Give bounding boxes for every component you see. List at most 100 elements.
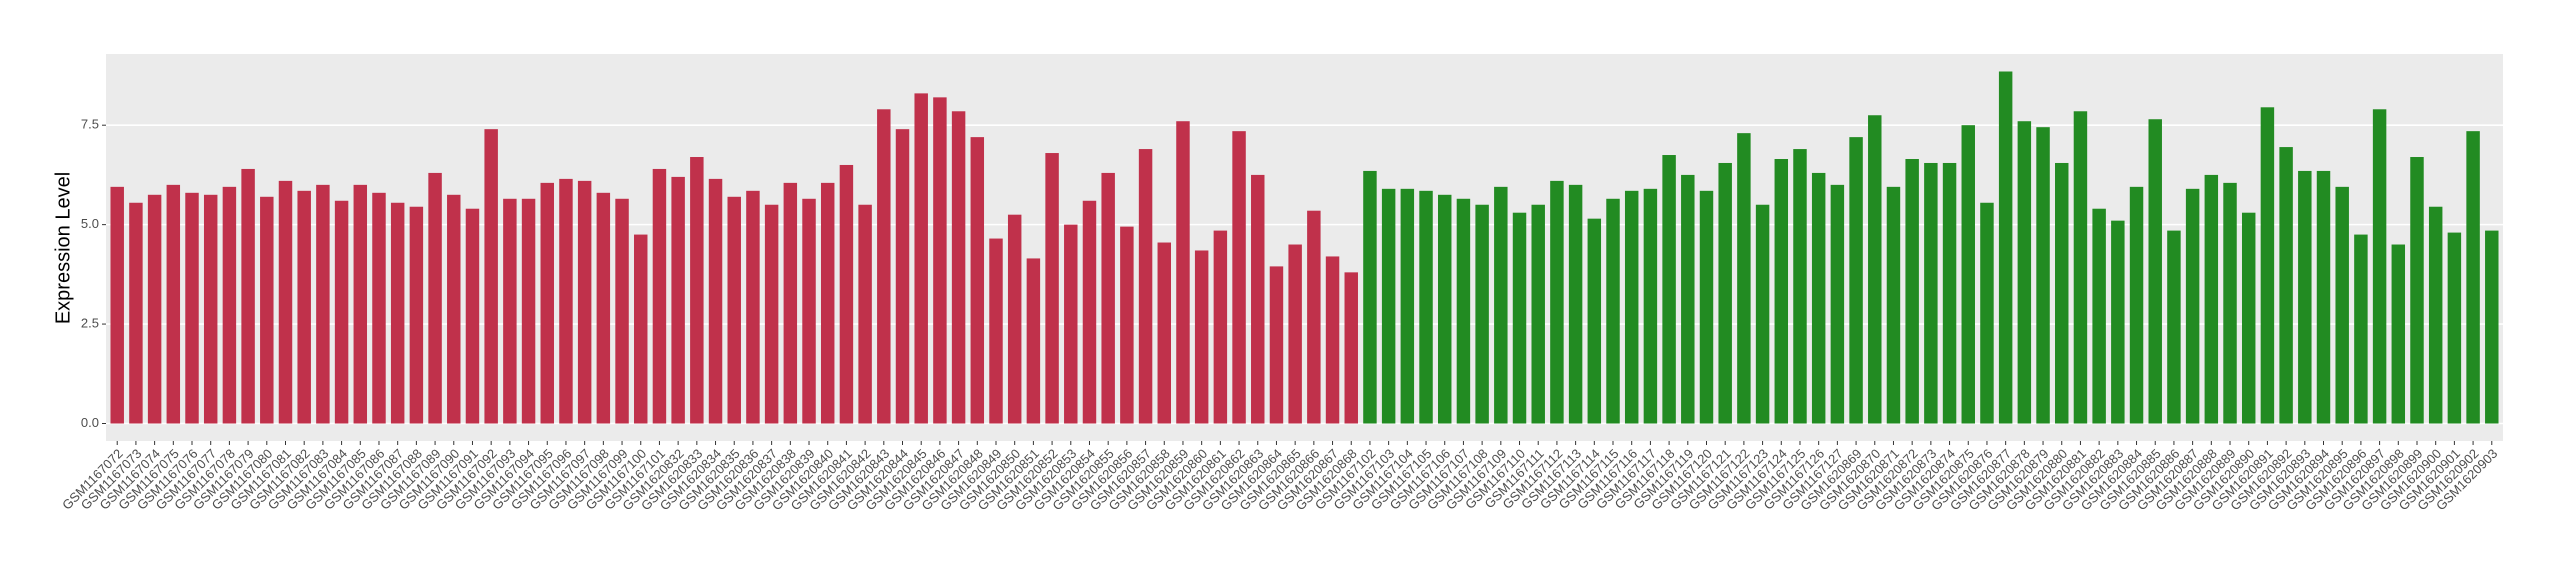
bar bbox=[2092, 208, 2106, 424]
bar bbox=[1007, 214, 1022, 424]
bar bbox=[559, 178, 573, 424]
bar bbox=[2372, 109, 2387, 424]
bar bbox=[334, 200, 349, 424]
bar bbox=[2354, 234, 2368, 424]
bar bbox=[2316, 170, 2331, 424]
bar bbox=[1269, 266, 1284, 424]
bar bbox=[1998, 71, 2013, 424]
bar bbox=[970, 137, 985, 424]
bar bbox=[1811, 172, 1826, 424]
bar bbox=[2148, 119, 2162, 424]
bar bbox=[1082, 200, 1097, 424]
bar bbox=[652, 168, 667, 424]
y-tick-label: 7.5 bbox=[81, 117, 99, 132]
bar bbox=[1026, 258, 1041, 424]
bar bbox=[2129, 186, 2144, 424]
bar bbox=[858, 204, 872, 424]
bar bbox=[1550, 180, 1564, 424]
bar bbox=[2017, 121, 2032, 424]
bar bbox=[1101, 172, 1115, 424]
bar bbox=[2279, 147, 2293, 424]
bar bbox=[596, 192, 611, 424]
bar bbox=[2335, 186, 2349, 424]
bar bbox=[1624, 190, 1639, 424]
bar bbox=[1905, 159, 1919, 424]
bar bbox=[1064, 224, 1078, 424]
bar bbox=[1344, 272, 1358, 424]
bar bbox=[1456, 198, 1471, 424]
bar bbox=[353, 184, 368, 424]
bar bbox=[2298, 170, 2312, 424]
bar bbox=[1849, 137, 1863, 424]
bar bbox=[1830, 184, 1845, 424]
bar bbox=[2055, 162, 2069, 424]
bar bbox=[615, 198, 629, 424]
bar bbox=[2111, 220, 2125, 424]
bar bbox=[783, 182, 798, 424]
bar bbox=[2204, 174, 2219, 424]
bar bbox=[2241, 212, 2256, 424]
bar bbox=[278, 180, 293, 424]
bar bbox=[222, 186, 237, 424]
bar bbox=[2485, 230, 2499, 424]
bar bbox=[1419, 190, 1433, 424]
bar bbox=[316, 184, 330, 424]
bar bbox=[166, 184, 181, 424]
bar bbox=[297, 190, 311, 424]
bar bbox=[1363, 170, 1377, 424]
bar bbox=[185, 192, 199, 424]
bar bbox=[1587, 218, 1602, 424]
bar bbox=[1924, 162, 1938, 424]
bar bbox=[1886, 186, 1901, 424]
bar bbox=[2447, 232, 2462, 424]
bar bbox=[989, 238, 1003, 424]
bar bbox=[1176, 121, 1190, 424]
bar bbox=[1120, 226, 1134, 424]
bar bbox=[1699, 190, 1714, 424]
bar bbox=[2073, 111, 2088, 424]
bar bbox=[1232, 131, 1246, 424]
bar bbox=[409, 206, 424, 424]
bar bbox=[2185, 188, 2200, 424]
bar bbox=[484, 129, 498, 424]
bar bbox=[1980, 202, 1994, 424]
bar bbox=[1251, 174, 1265, 424]
bar bbox=[1774, 159, 1789, 424]
bar bbox=[428, 172, 442, 424]
bar bbox=[1045, 153, 1059, 424]
bar bbox=[1381, 188, 1396, 424]
bar bbox=[1737, 133, 1751, 424]
y-axis-title: Expression Level bbox=[52, 172, 74, 324]
bar bbox=[1681, 174, 1695, 424]
bar bbox=[503, 198, 517, 424]
bar bbox=[1961, 125, 1975, 424]
bar bbox=[241, 168, 255, 424]
bar bbox=[895, 129, 910, 424]
bar bbox=[2391, 244, 2406, 424]
bar bbox=[1606, 198, 1620, 424]
bar bbox=[203, 194, 218, 424]
bar bbox=[1213, 230, 1228, 424]
bar bbox=[1288, 244, 1302, 424]
bar bbox=[1194, 250, 1209, 424]
bar bbox=[690, 157, 704, 424]
bar bbox=[577, 180, 592, 424]
bar bbox=[1157, 242, 1172, 424]
bar bbox=[1138, 149, 1153, 424]
bar bbox=[1868, 115, 1882, 424]
bar bbox=[2410, 157, 2424, 424]
bar bbox=[1437, 194, 1452, 424]
y-tick-label: 0.0 bbox=[81, 415, 99, 430]
bar bbox=[2167, 230, 2181, 424]
bar bbox=[147, 194, 162, 424]
bar bbox=[2036, 127, 2050, 424]
bar bbox=[260, 196, 274, 424]
bar bbox=[390, 202, 405, 424]
bar bbox=[1755, 204, 1770, 424]
bar bbox=[671, 176, 685, 424]
bar bbox=[877, 109, 891, 424]
bar bbox=[802, 198, 816, 424]
bar bbox=[914, 93, 928, 424]
